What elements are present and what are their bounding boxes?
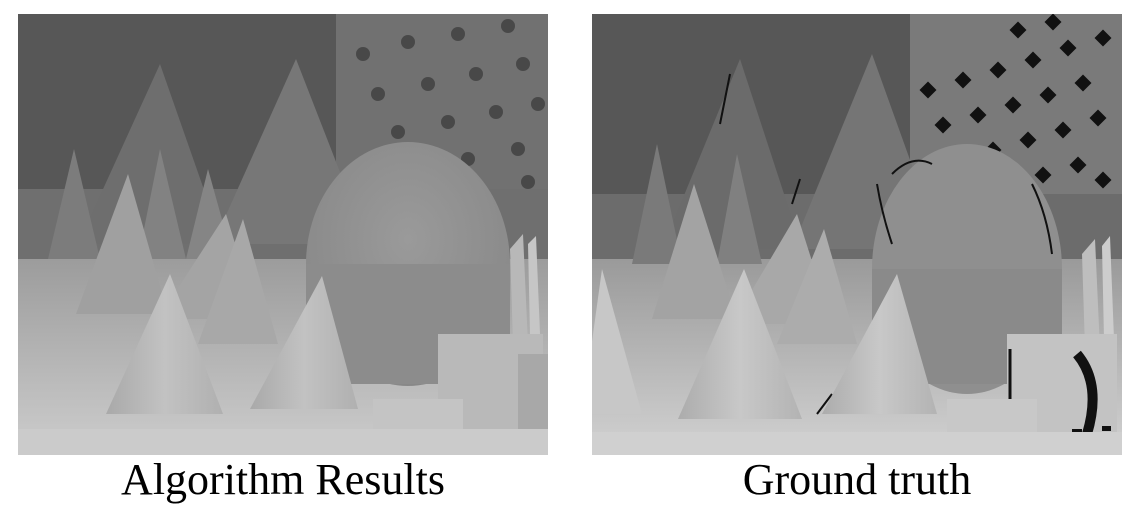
ground-truth-depth-map — [592, 14, 1122, 455]
algorithm-results-depth-map — [18, 14, 548, 455]
ground-truth-caption: Ground truth — [742, 455, 972, 504]
algorithm-results-caption: Algorithm Results — [121, 455, 445, 504]
